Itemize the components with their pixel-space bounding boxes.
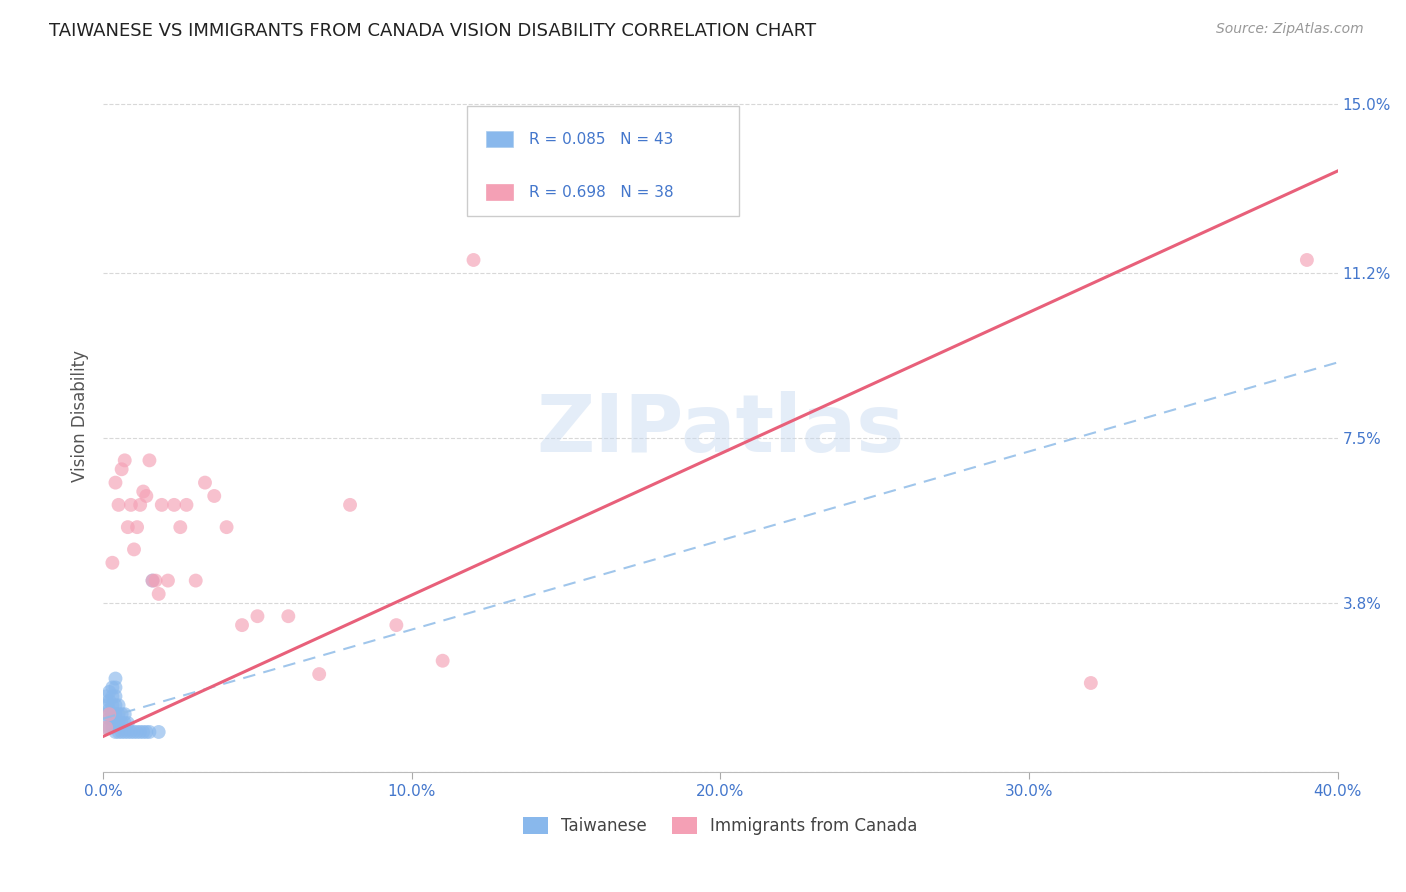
Point: [176, 498, 198, 512]
Point: [114, 453, 136, 467]
FancyBboxPatch shape: [486, 131, 513, 147]
Point: [111, 707, 134, 722]
Point: [104, 707, 127, 722]
Text: R = 0.085   N = 43: R = 0.085 N = 43: [529, 131, 673, 146]
Point: [156, 574, 179, 588]
Point: [98, 712, 121, 726]
Point: [114, 716, 136, 731]
Point: [141, 574, 163, 588]
Point: [231, 618, 253, 632]
Point: [135, 489, 157, 503]
Point: [339, 498, 361, 512]
Point: [122, 542, 145, 557]
FancyBboxPatch shape: [467, 106, 740, 217]
Point: [96, 698, 118, 713]
Point: [1296, 252, 1319, 267]
FancyBboxPatch shape: [486, 185, 513, 200]
Point: [101, 707, 124, 722]
Point: [141, 574, 163, 588]
Point: [104, 475, 127, 490]
Point: [104, 681, 127, 695]
Point: [104, 725, 127, 739]
Point: [104, 716, 127, 731]
Point: [101, 721, 124, 735]
Text: ZIPatlas: ZIPatlas: [536, 391, 904, 469]
Point: [308, 667, 330, 681]
Point: [101, 712, 124, 726]
Point: [104, 698, 127, 713]
Point: [138, 725, 160, 739]
Point: [111, 462, 134, 476]
Point: [129, 725, 152, 739]
Point: [107, 707, 129, 722]
Point: [111, 725, 134, 739]
Point: [111, 716, 134, 731]
Point: [215, 520, 238, 534]
Point: [194, 475, 217, 490]
Point: [463, 252, 485, 267]
Point: [120, 725, 142, 739]
Point: [150, 498, 173, 512]
Legend: Taiwanese, Immigrants from Canada: Taiwanese, Immigrants from Canada: [523, 817, 918, 835]
Point: [138, 453, 160, 467]
Point: [432, 654, 454, 668]
Text: R = 0.698   N = 38: R = 0.698 N = 38: [529, 185, 673, 200]
Y-axis label: Vision Disability: Vision Disability: [72, 350, 89, 482]
Point: [104, 690, 127, 704]
Point: [246, 609, 269, 624]
Point: [117, 520, 139, 534]
Point: [96, 721, 118, 735]
Point: [107, 498, 129, 512]
Point: [117, 716, 139, 731]
Point: [122, 725, 145, 739]
Point: [101, 690, 124, 704]
Point: [101, 698, 124, 713]
Point: [277, 609, 299, 624]
Point: [104, 672, 127, 686]
Point: [184, 574, 207, 588]
Point: [96, 721, 118, 735]
Point: [135, 725, 157, 739]
Point: [132, 725, 155, 739]
Point: [107, 698, 129, 713]
Point: [555, 186, 578, 201]
Point: [163, 498, 186, 512]
Point: [114, 707, 136, 722]
Text: Source: ZipAtlas.com: Source: ZipAtlas.com: [1216, 22, 1364, 37]
Point: [98, 721, 121, 735]
Point: [98, 694, 121, 708]
Point: [120, 498, 142, 512]
Point: [107, 725, 129, 739]
Point: [129, 498, 152, 512]
Point: [98, 703, 121, 717]
Point: [107, 716, 129, 731]
Point: [96, 707, 118, 722]
Point: [148, 587, 170, 601]
Point: [117, 725, 139, 739]
Point: [114, 725, 136, 739]
Point: [1080, 676, 1102, 690]
Point: [148, 725, 170, 739]
Point: [101, 556, 124, 570]
Point: [125, 725, 148, 739]
Point: [98, 707, 121, 722]
Point: [385, 618, 408, 632]
Point: [98, 685, 121, 699]
Point: [96, 690, 118, 704]
Point: [202, 489, 225, 503]
Point: [101, 681, 124, 695]
Point: [132, 484, 155, 499]
Point: [169, 520, 191, 534]
Point: [145, 574, 167, 588]
Point: [125, 520, 148, 534]
Text: TAIWANESE VS IMMIGRANTS FROM CANADA VISION DISABILITY CORRELATION CHART: TAIWANESE VS IMMIGRANTS FROM CANADA VISI…: [49, 22, 817, 40]
